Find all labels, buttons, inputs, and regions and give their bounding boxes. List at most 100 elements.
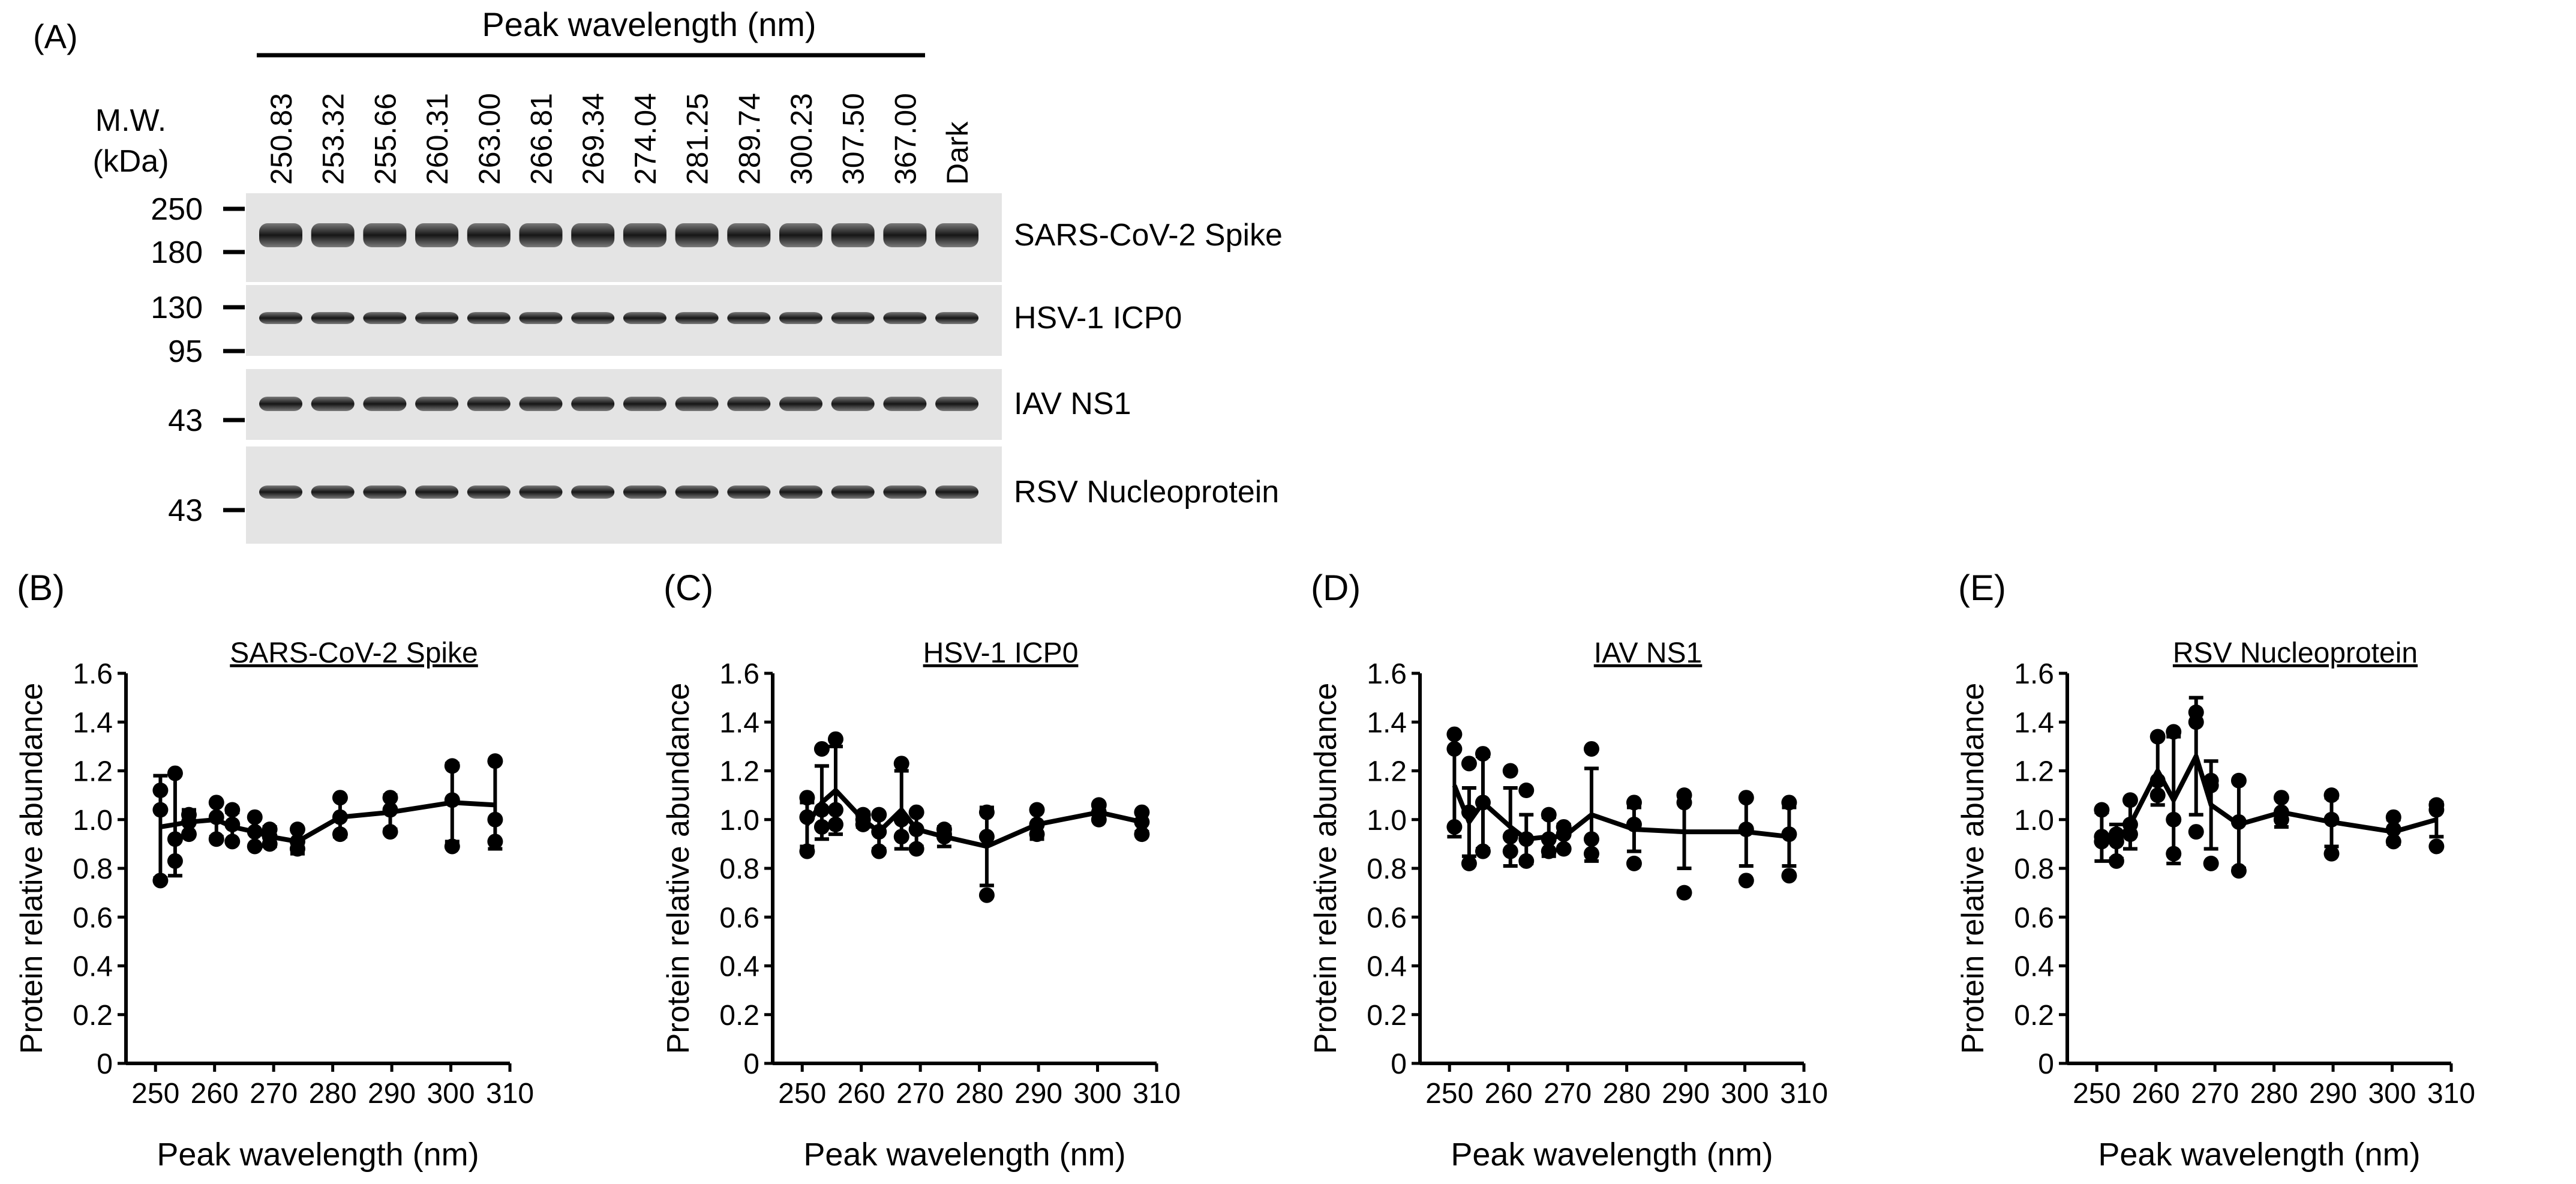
- data-point: [2273, 790, 2289, 806]
- y-tick-label: 0.6: [2014, 902, 2054, 934]
- y-axis-label: Protein relative abundance: [1308, 683, 1343, 1054]
- data-point: [1583, 846, 1599, 862]
- data-point: [1781, 868, 1797, 884]
- data-point: [2166, 846, 2182, 862]
- data-point: [2094, 802, 2110, 818]
- data-point: [289, 822, 305, 837]
- data-point: [1738, 873, 1754, 889]
- x-tick-label: 270: [250, 1078, 298, 1110]
- mw-marker: 180: [151, 235, 203, 270]
- data-point: [1583, 831, 1599, 847]
- data-point: [444, 758, 460, 774]
- lane-label: 289.74: [732, 93, 766, 185]
- mw-marker: 95: [168, 334, 203, 369]
- y-axis-label: Protein relative abundance: [661, 683, 696, 1054]
- data-point: [167, 831, 183, 847]
- data-point: [1134, 826, 1150, 843]
- data-point: [1446, 726, 1463, 742]
- y-tick-label: 0: [2038, 1048, 2054, 1080]
- y-tick-label: 0.8: [2014, 853, 2054, 885]
- panel-label: (B): [17, 568, 65, 608]
- lane-label: 250.83: [265, 93, 298, 185]
- data-point: [908, 822, 924, 837]
- blot-band: [883, 312, 927, 324]
- y-tick-label: 0.2: [2014, 1000, 2054, 1032]
- blot-band: [259, 485, 302, 499]
- lane-label: 260.31: [421, 93, 454, 185]
- panel-label: (C): [663, 568, 713, 608]
- x-tick-label: 300: [1721, 1078, 1769, 1110]
- blot-band: [467, 223, 511, 247]
- x-tick-label: 290: [1014, 1078, 1062, 1110]
- data-point: [208, 809, 224, 825]
- chart-title: HSV-1 ICP0: [923, 637, 1079, 669]
- blot-band: [623, 312, 666, 324]
- blot-band: [311, 312, 355, 324]
- x-axis-label: Peak wavelength (nm): [1451, 1137, 1773, 1173]
- data-point: [978, 829, 995, 845]
- blot-header: Peak wavelength (nm): [482, 5, 816, 43]
- data-point: [1502, 763, 1518, 779]
- data-point: [1541, 843, 1557, 859]
- x-tick-label: 300: [2368, 1078, 2416, 1110]
- data-point: [262, 822, 278, 837]
- blot-band: [831, 312, 875, 324]
- blot-band: [883, 485, 927, 499]
- lane-label: 263.00: [473, 93, 506, 185]
- data-point: [2094, 829, 2110, 845]
- blot-band: [363, 485, 407, 499]
- chart-title: IAV NS1: [1594, 637, 1703, 669]
- blot-band: [467, 397, 511, 411]
- blot-band: [727, 397, 771, 411]
- y-tick-label: 0.2: [73, 1000, 113, 1032]
- blot-band: [675, 223, 719, 247]
- lane-label: 307.50: [837, 93, 870, 185]
- data-point: [827, 802, 843, 818]
- data-point: [152, 802, 169, 818]
- data-point: [813, 802, 830, 818]
- data-point: [382, 824, 398, 840]
- data-point: [871, 824, 887, 840]
- blot-band: [519, 397, 563, 411]
- y-tick-label: 1.4: [719, 707, 759, 739]
- x-tick-label: 280: [1603, 1078, 1651, 1110]
- blot-band: [779, 223, 822, 247]
- lane-label: 367.00: [888, 93, 922, 185]
- y-tick-label: 0.2: [1367, 1000, 1407, 1032]
- chart-title: SARS-CoV-2 Spike: [230, 637, 478, 669]
- data-point: [224, 816, 241, 832]
- data-point: [1518, 853, 1535, 869]
- y-tick-label: 0.6: [73, 902, 113, 934]
- blot-band: [779, 397, 822, 411]
- blot-band: [727, 223, 771, 247]
- blot-band: [311, 485, 355, 499]
- data-point: [2203, 855, 2219, 871]
- data-point: [2230, 863, 2247, 879]
- blot-band: [883, 397, 927, 411]
- data-point: [2385, 809, 2401, 825]
- data-point: [799, 843, 815, 859]
- x-tick-label: 250: [778, 1078, 826, 1110]
- x-tick-label: 260: [1485, 1078, 1533, 1110]
- data-point: [2428, 797, 2445, 813]
- data-point: [224, 834, 241, 850]
- data-point: [2166, 811, 2182, 828]
- y-tick-label: 1.2: [1367, 756, 1407, 788]
- blot-band: [675, 397, 719, 411]
- data-point: [167, 853, 183, 869]
- data-point: [855, 807, 871, 823]
- x-tick-label: 300: [1073, 1078, 1121, 1110]
- blot-band: [467, 485, 511, 499]
- y-tick-label: 1.2: [73, 756, 113, 788]
- data-point: [1029, 816, 1045, 832]
- data-point: [1781, 795, 1797, 811]
- data-point: [382, 802, 398, 818]
- y-tick-label: 0: [743, 1048, 759, 1080]
- data-point: [2188, 824, 2204, 840]
- y-tick-label: 1.4: [73, 707, 113, 739]
- blot-band: [415, 485, 459, 499]
- lane-label: 255.66: [368, 93, 402, 185]
- x-tick-label: 250: [2073, 1078, 2121, 1110]
- data-point: [2166, 724, 2182, 740]
